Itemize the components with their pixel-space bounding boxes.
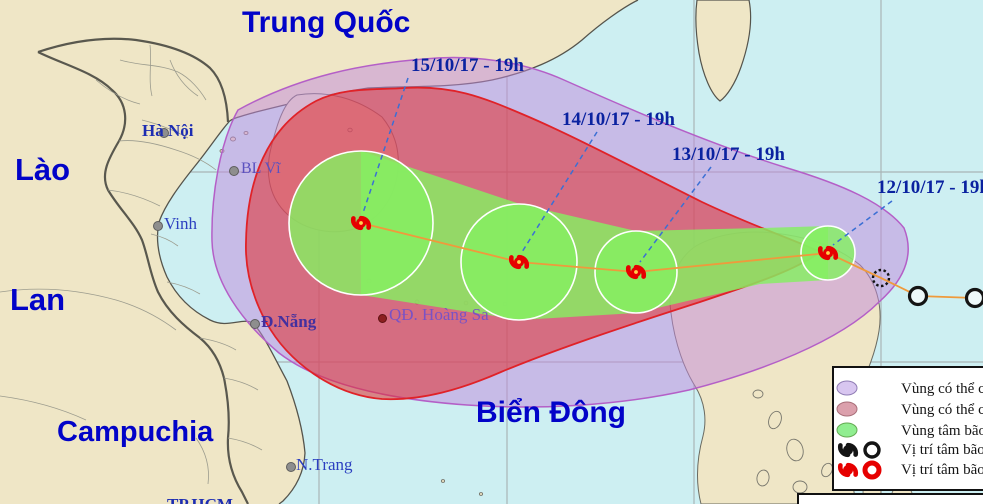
hoangsa-marker bbox=[378, 314, 387, 323]
forecast-circles bbox=[288, 150, 856, 321]
hanoi-dot bbox=[159, 128, 169, 138]
taiwan-island bbox=[695, 0, 752, 102]
note-box bbox=[797, 493, 983, 504]
pink-ellipse-swatch bbox=[836, 401, 858, 417]
typhoon-icons bbox=[353, 218, 836, 277]
black-cyclone-swatch bbox=[834, 441, 881, 459]
legend-label: Vị trí tâm bão, bbox=[901, 462, 983, 478]
ntrang-dot bbox=[286, 462, 296, 472]
green-ellipse-swatch bbox=[836, 422, 858, 438]
danang-dot bbox=[250, 319, 260, 329]
legend-label: Vị trí tâm bão, bbox=[901, 442, 983, 458]
blvi-dot bbox=[229, 166, 239, 176]
date-leader-lines bbox=[362, 77, 893, 263]
legend-label: Vùng có thể có bbox=[901, 402, 983, 418]
province-borders bbox=[0, 44, 263, 485]
legend-label: Vùng tâm bão, bbox=[901, 423, 983, 439]
legend-box: Vùng có thể có Vùng có thể có Vùng tâm b… bbox=[832, 366, 983, 491]
vinh-dot bbox=[153, 221, 163, 231]
purple-ellipse-swatch bbox=[836, 380, 858, 396]
past-position-markers bbox=[871, 268, 983, 309]
national-borders bbox=[37, 37, 249, 504]
red-cyclone-swatch bbox=[834, 460, 882, 480]
legend-label: Vùng có thể có bbox=[901, 381, 983, 397]
